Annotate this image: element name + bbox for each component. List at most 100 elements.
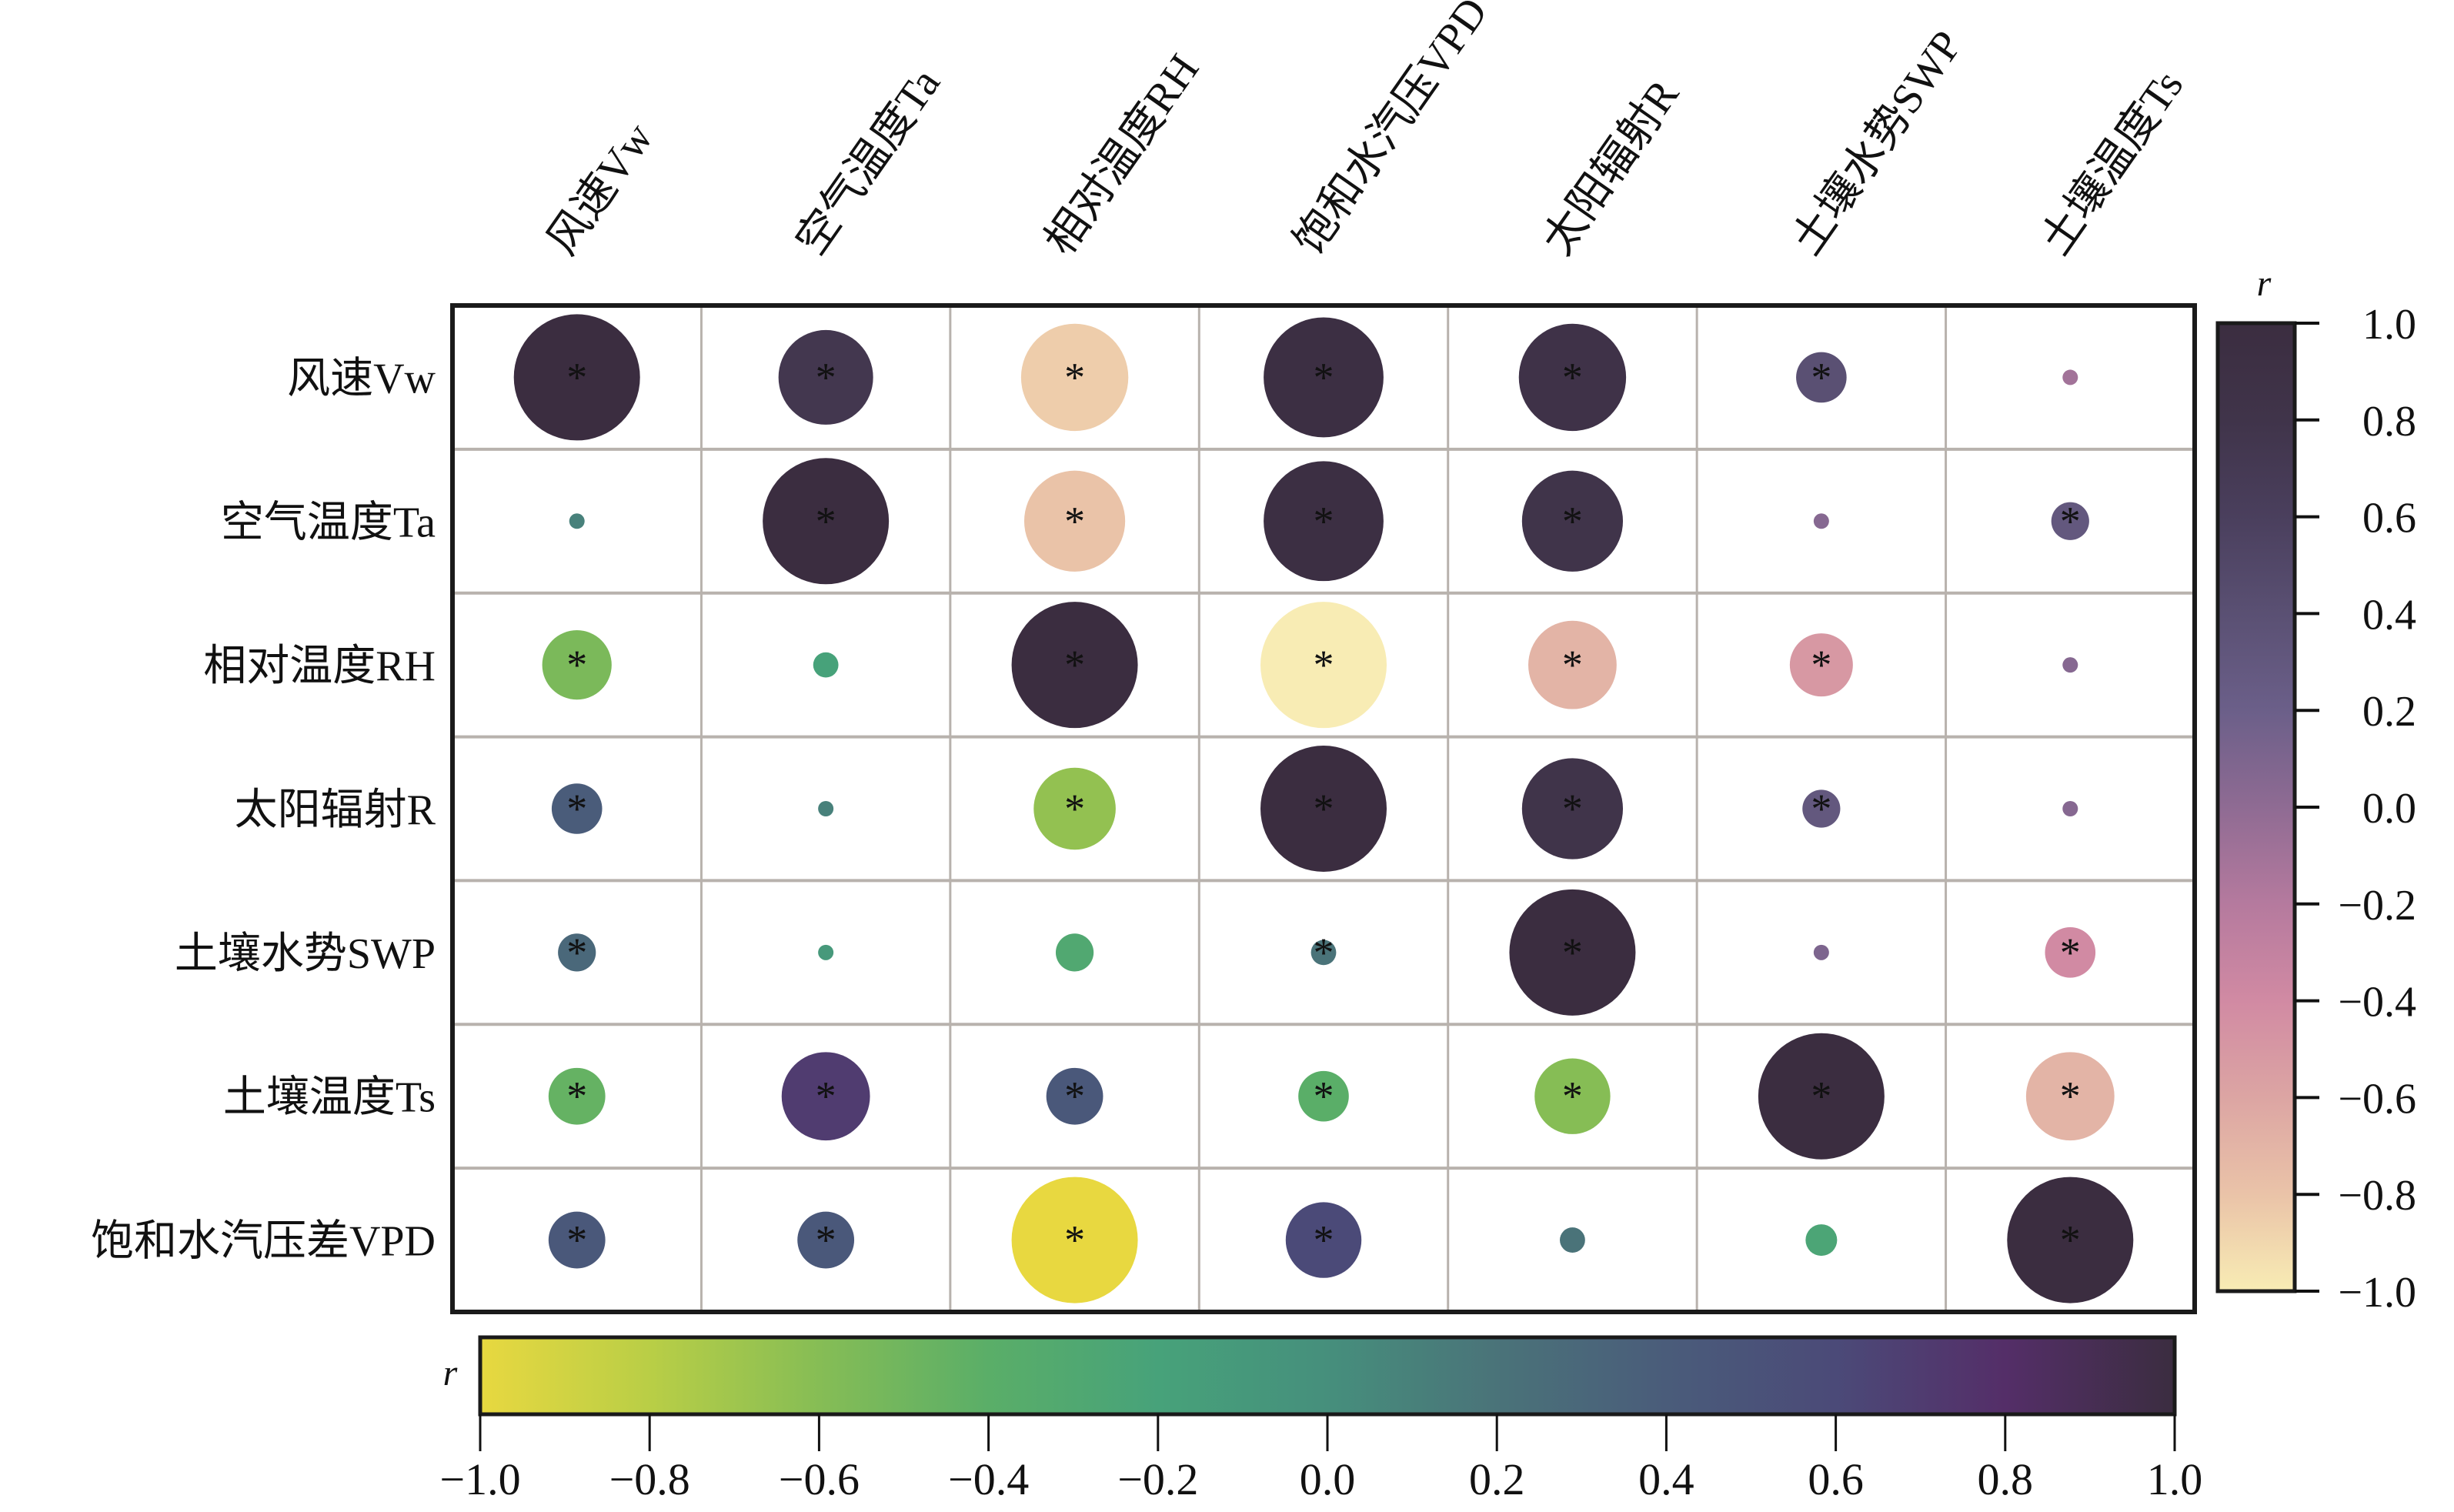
correlation-circle [1518,323,1627,432]
correlation-circle [1789,633,1853,697]
correlation-circle [1802,789,1841,828]
significance-marker: * [566,1217,587,1263]
colorbar-bottom: r −1.0 −0.8 −0.6 −0.4 −0.2 0.0 0.2 0.4 0.6 0.8 1.0 [439,1335,2203,1504]
correlation-circle [1046,1067,1103,1125]
correlation-circle [1521,470,1624,572]
colorbar-bottom-tick-label: −0.6 [779,1454,860,1504]
significance-marker: * [1811,786,1831,832]
correlation-circle [1285,1202,1362,1278]
column-label: 相对温度RH [1036,46,1208,264]
correlation-circle [1796,352,1847,403]
row-label: 太阳辐射R [235,786,436,834]
correlation-circle [818,801,834,816]
colorbar-right-tick-label: 0.8 [2362,398,2416,446]
significance-marker: * [1314,498,1334,544]
significance-marker: * [1064,642,1085,688]
colorbar-bottom-tick-label: 1.0 [2147,1454,2203,1504]
colorbar-bottom-tick-label: −0.8 [609,1454,690,1504]
significance-marker: * [816,354,836,400]
row-label: 土壤温度Ts [223,1074,436,1122]
significance-marker: * [1064,354,1085,400]
significance-marker: * [1314,1217,1334,1263]
significance-marker: * [1562,786,1583,832]
correlation-circle [513,314,640,441]
colorbar-bottom-gradient [478,1335,2177,1417]
significance-marker: * [1811,354,1831,400]
correlation-circle [1528,620,1617,709]
colorbar-right-tick-label: 0.6 [2362,495,2416,542]
correlation-circle [2062,369,2078,386]
colorbar-bottom-tick-label: 0.4 [1638,1454,1694,1504]
significance-marker: * [1811,1073,1831,1120]
column-label: 饱和水汽压VPD [1285,0,1497,263]
correlation-circle [2025,1052,2115,1141]
correlation-circle [1260,746,1387,872]
correlation-circle [1011,602,1138,729]
significance-marker: * [2060,1073,2081,1120]
significance-marker: * [566,786,587,832]
row-label: 风速Vw [287,355,436,402]
colorbar-right-gradient [2215,321,2297,1293]
significance-marker: * [566,1073,587,1120]
colorbar-right-tick-label: −0.4 [2338,979,2416,1026]
correlation-circle [2007,1177,2134,1303]
correlation-circle [569,513,585,529]
correlation-circle [551,783,603,834]
correlation-circle [1033,767,1116,850]
significance-marker: * [1562,1073,1583,1120]
significance-marker: * [1064,498,1085,544]
significance-marker: * [2060,498,2081,544]
correlation-circle [1805,1224,1838,1257]
colorbar-bottom-tick-label: −0.4 [948,1454,1029,1504]
correlation-circle [1310,940,1337,966]
colorbar-right-tick-label: −0.2 [2338,882,2416,930]
colorbar-bottom-tick-label: 0.6 [1808,1454,1864,1504]
significance-marker: * [1562,354,1583,400]
colorbar-right-tick-label: −0.8 [2338,1172,2416,1220]
plot-frame [450,303,2197,1314]
correlation-circles: * * * * * * * * * * * * * * * * * * * * * * * * * * * * * * * * * * * * * [513,314,2134,1303]
row-label: 饱和水汽压差VPD [91,1218,436,1266]
correlation-circle [1055,933,1094,972]
row-label: 空气温度Ta [221,499,436,546]
significance-marker: * [1562,498,1583,544]
correlation-circle [2062,801,2078,816]
colorbar-bottom-tick-label: −1.0 [439,1454,520,1504]
significance-marker: * [566,354,587,400]
correlation-circle [1260,602,1387,729]
colorbar-right-label: r [2257,263,2272,304]
column-label: 土壤水势SWP [1783,22,1972,263]
correlation-circle [1813,513,1829,529]
significance-marker: * [1562,930,1583,976]
colorbar-right-tick-label: 0.4 [2362,591,2416,639]
column-label: 土壤温度Ts [2032,62,2192,264]
colorbar-bottom-tick-label: 0.2 [1469,1454,1525,1504]
significance-marker: * [1314,786,1334,832]
significance-marker: * [1562,642,1583,688]
significance-marker: * [566,930,587,976]
significance-marker: * [1314,354,1334,400]
column-label: 空气温度Ta [787,60,950,263]
correlation-circle [781,1052,870,1141]
correlation-circle [1813,944,1829,960]
row-labels: 风速Vw 空气温度Ta 相对温度RH 太阳辐射R 土壤水势SWP 土壤温度Ts 饱和水汽压差… [91,355,436,1265]
colorbar-right-tick-label: 0.2 [2362,688,2416,736]
correlation-circle [763,458,890,585]
correlation-circle [813,652,839,678]
correlation-circle [2062,657,2078,673]
colorbar-bottom-tick-label: 0.0 [1300,1454,1356,1504]
significance-marker: * [816,498,836,544]
significance-marker: * [2060,930,2081,976]
significance-marker: * [1314,1073,1334,1120]
correlation-circle [1509,889,1636,1016]
correlation-circle [2045,927,2096,978]
colorbar-bottom-tick-label: 0.8 [1978,1454,2034,1504]
colorbar-bottom-tick-label: −0.2 [1117,1454,1198,1504]
correlation-circle [1020,323,1129,432]
correlation-circle [778,329,873,425]
correlation-circle [2051,502,2089,540]
correlation-circle [1011,1177,1138,1303]
correlation-circle [818,944,834,960]
correlation-circle [548,1211,606,1269]
colorbar-right-tick-label: −0.6 [2338,1075,2416,1123]
